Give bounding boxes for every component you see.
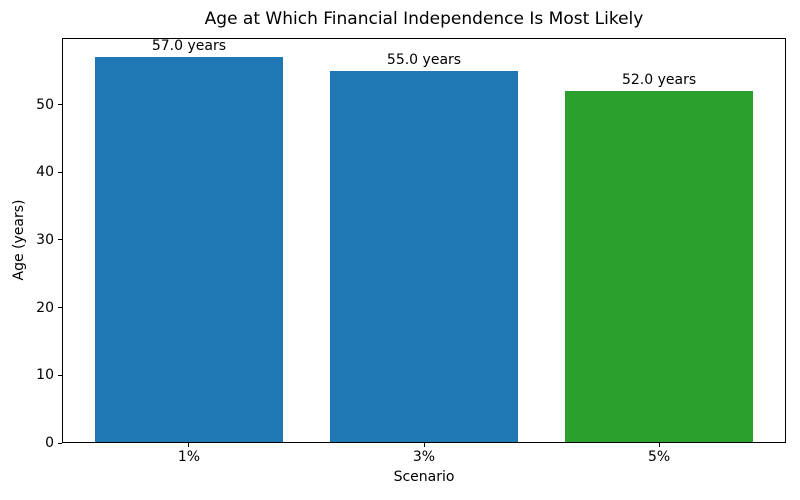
bar-3% xyxy=(329,70,519,443)
x-tick-mark xyxy=(423,443,425,447)
y-axis-label: Age (years) xyxy=(11,199,27,281)
y-tick-label: 0 xyxy=(45,435,54,451)
y-tick-label: 30 xyxy=(36,231,54,248)
y-tick-label: 50 xyxy=(36,96,54,113)
x-tick-label: 5% xyxy=(647,449,671,465)
x-tick-mark xyxy=(658,443,660,447)
y-tick-label: 20 xyxy=(36,299,54,316)
y-tick-label: 10 xyxy=(36,367,54,384)
plot-area: 57.0 years 55.0 years 52.0 years xyxy=(62,38,786,443)
x-tick-label: 1% xyxy=(177,449,201,465)
bar-value-label: 52.0 years xyxy=(621,72,697,89)
x-axis-label: Scenario xyxy=(393,469,455,485)
bar-1% xyxy=(94,57,283,443)
bar-value-label: 55.0 years xyxy=(386,51,462,68)
y-tick-label: 40 xyxy=(36,164,54,181)
bar-5% xyxy=(565,91,754,443)
x-tick-mark xyxy=(188,443,190,447)
x-tick-label: 3% xyxy=(412,449,436,465)
bar-value-label: 57.0 years xyxy=(151,38,226,55)
chart-title: Age at Which Financial Independence Is M… xyxy=(204,9,644,29)
